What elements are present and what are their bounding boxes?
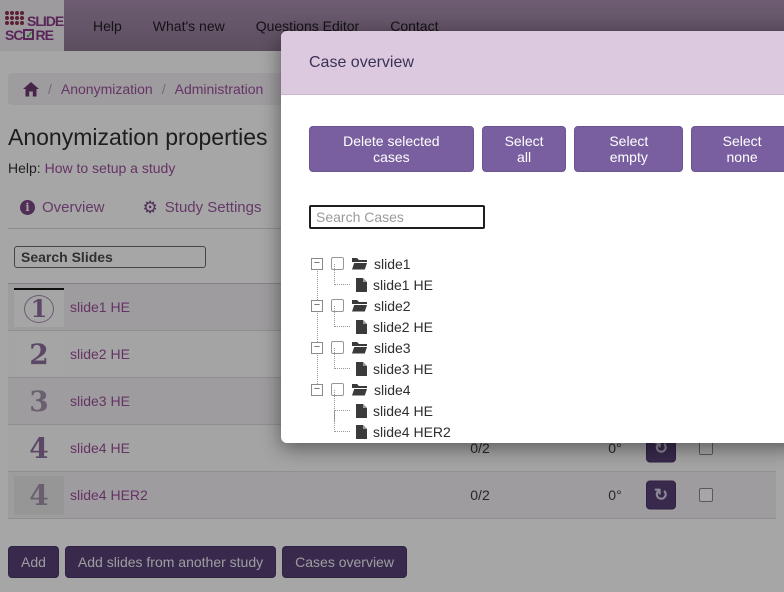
modal-title: Case overview [309,53,414,71]
nav-link-help[interactable]: Help [93,17,122,34]
help-setup-link[interactable]: How to setup a study [44,160,176,176]
gear-icon: ⚙ [142,198,158,217]
modal-header: Case overview [281,31,784,95]
tree-case-row: − slide2 [309,295,784,316]
tab-bar: i Overview ⚙ Study Settings [20,199,262,216]
tree-slide-row: slide3 HE [309,348,784,379]
score-cell: 0/2 [470,440,490,456]
thumbnail-number: 4 [29,432,49,465]
tree-slide-row: slide4 HE [309,390,784,421]
thumbnail-number: 2 [29,338,49,371]
nav-link-whats-new[interactable]: What's new [152,17,225,34]
tree-case-label[interactable]: slide1 [374,255,411,272]
slide-thumbnail[interactable]: 4 [14,476,64,515]
tree-case-row: − slide1 [309,253,784,274]
thumbnail-number: 3 [29,385,49,418]
score-cell: 0/2 [470,487,490,503]
add-button[interactable]: Add [8,546,59,578]
help-line: Help: How to setup a study [8,160,175,176]
file-icon [355,319,367,334]
logo-line2b: RE [35,26,53,43]
tab-overview-label: Overview [42,199,105,216]
breadcrumb-anonymization[interactable]: Anonymization [60,81,153,97]
file-icon [355,403,367,418]
folder-open-icon [351,299,368,312]
tree-case-label[interactable]: slide3 [374,339,411,356]
breadcrumb-separator: / [48,81,52,97]
tree-collapse-toggle[interactable]: − [311,257,323,270]
breadcrumb-administration[interactable]: Administration [174,81,264,97]
select-all-button[interactable]: Select all [481,126,567,172]
search-cases-input[interactable] [309,205,485,229]
thumbnail-number: 1 [24,294,54,323]
file-icon [355,361,367,376]
cases-overview-button[interactable]: Cases overview [282,546,407,578]
logo-dots-icon [5,10,25,26]
tree-case-row: − slide4 [309,379,784,400]
tree-slide-label[interactable]: slide3 HE [373,360,433,377]
info-icon: i [20,200,35,215]
tree-collapse-toggle[interactable]: − [311,341,323,354]
rotation-cell: 0° [608,487,622,503]
home-icon[interactable] [23,81,39,97]
logo-checkmark-icon: ✓ [23,29,35,40]
nav-link-questions-editor[interactable]: Questions Editor [255,17,360,34]
tree-collapse-toggle[interactable]: − [311,299,323,312]
select-empty-button[interactable]: Select empty [574,126,684,172]
row-checkbox[interactable] [699,488,713,502]
tab-study-settings-label: Study Settings [164,199,262,216]
slide-name-link[interactable]: slide4 HE [70,440,130,456]
slide-thumbnail[interactable]: 2 [14,335,64,374]
tab-study-settings[interactable]: ⚙ Study Settings [143,199,262,216]
logo-line1: SLIDE [27,12,64,29]
tree-slide-row: slide4 HER2 [309,411,784,442]
tree-case-label[interactable]: slide4 [374,381,411,398]
tree-collapse-toggle[interactable]: − [311,383,323,396]
slide-name-link[interactable]: slide2 HE [70,346,130,362]
slide-thumbnail[interactable]: 3 [14,382,64,421]
tree-connector-line [317,264,318,390]
footer-button-bar: Add Add slides from another study Cases … [8,546,407,578]
tree-slide-row: slide1 HE [309,264,784,295]
help-label: Help: [8,160,41,176]
rotate-icon: ↻ [653,485,669,504]
slide-name-link[interactable]: slide1 HE [70,299,130,315]
breadcrumb-separator: / [161,81,166,97]
table-row: 4 slide4 HER2 0/2 0° ↻ [8,472,776,519]
logo-line2a: SC [5,26,23,43]
tree-slide-row: slide2 HE [309,306,784,337]
slide-name-link[interactable]: slide3 HE [70,393,130,409]
file-icon [355,277,367,292]
tree-case-label[interactable]: slide2 [374,297,411,314]
page-title: Anonymization properties [8,124,268,150]
file-icon [355,424,367,439]
rotation-cell: 0° [608,440,622,456]
cases-tree: − slide1 slide1 HE − slide2 [309,253,784,442]
folder-open-icon [351,341,368,354]
folder-open-icon [351,257,368,270]
folder-open-icon [351,383,368,396]
slidescore-logo[interactable]: SLIDE SC ✓ RE [0,0,64,51]
tree-slide-label[interactable]: slide4 HE [373,402,433,419]
tab-overview[interactable]: i Overview [20,199,105,216]
tree-case-row: − slide3 [309,337,784,358]
tree-slide-label[interactable]: slide4 HER2 [373,423,451,440]
delete-selected-cases-button[interactable]: Delete selected cases [309,126,474,172]
thumbnail-number: 4 [29,479,49,512]
modal-body: Delete selected cases Select all Select … [281,95,784,442]
tree-slide-label[interactable]: slide2 HE [373,318,433,335]
slide-name-link[interactable]: slide4 HER2 [70,487,148,503]
rotate-button[interactable]: ↻ [646,480,676,510]
case-overview-modal: Case overview Delete selected cases Sele… [281,31,784,443]
slide-thumbnail[interactable]: 1 [14,288,64,327]
add-slides-from-study-button[interactable]: Add slides from another study [64,546,277,578]
nav-link-contact[interactable]: Contact [390,17,439,34]
search-slides-input[interactable] [14,246,206,268]
select-none-button[interactable]: Select none [691,126,784,172]
slide-thumbnail[interactable]: 4 [14,429,64,468]
tree-slide-label[interactable]: slide1 HE [373,276,433,293]
